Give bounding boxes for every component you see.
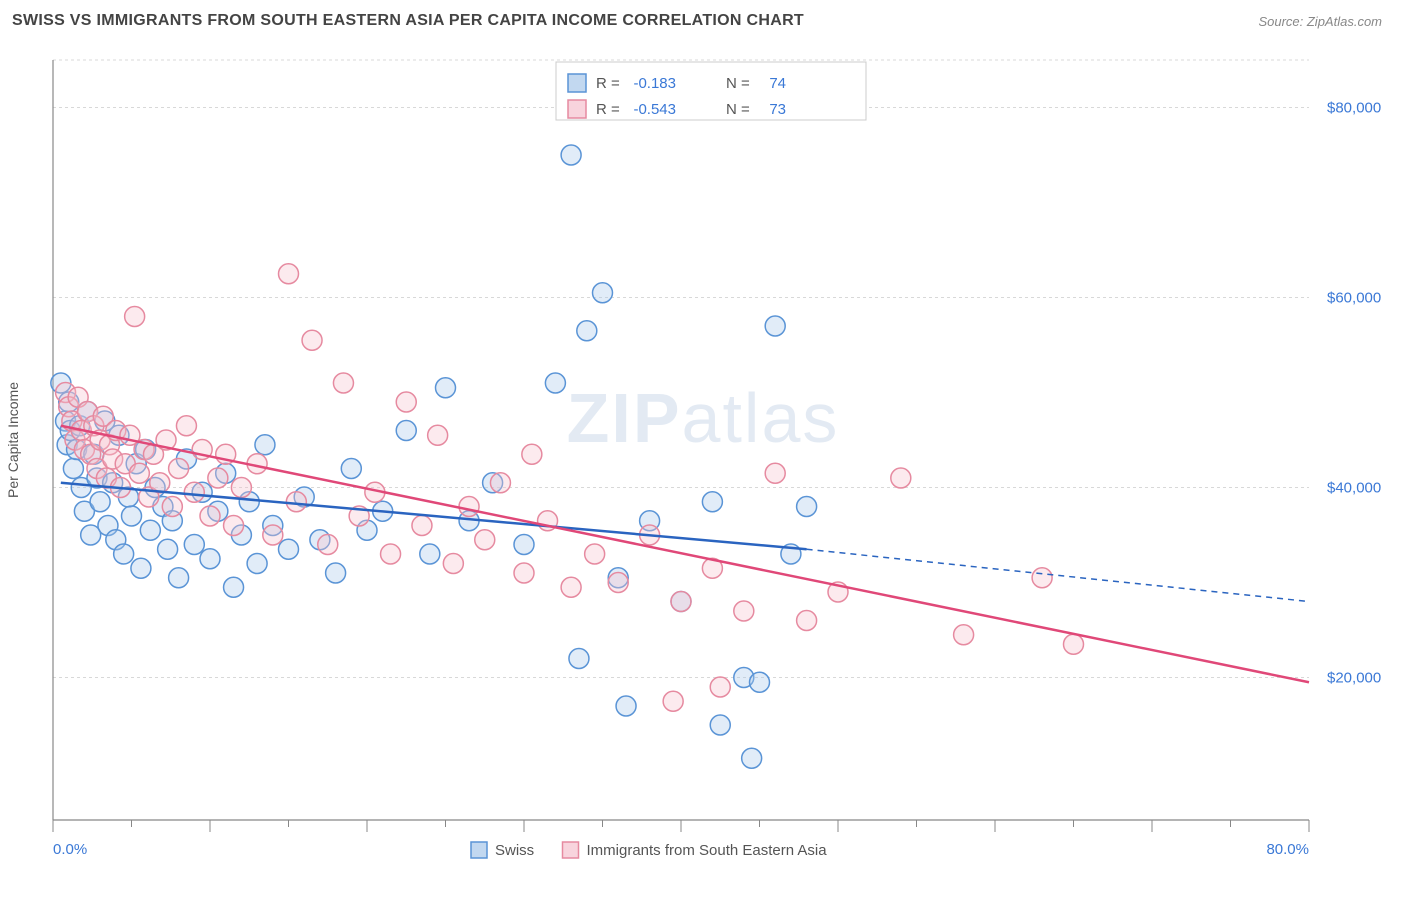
svg-text:80.0%: 80.0% [1266, 841, 1309, 858]
chart-title: SWISS VS IMMIGRANTS FROM SOUTH EASTERN A… [12, 12, 804, 30]
chart-header: SWISS VS IMMIGRANTS FROM SOUTH EASTERN A… [0, 0, 1406, 38]
svg-text:N =: N = [726, 101, 750, 118]
chart-source: Source: ZipAtlas.com [1258, 14, 1382, 29]
svg-text:R =: R = [596, 75, 620, 92]
svg-text:74: 74 [769, 75, 786, 92]
svg-text:$60,000: $60,000 [1327, 290, 1381, 307]
svg-text:R =: R = [596, 101, 620, 118]
svg-text:N =: N = [726, 75, 750, 92]
svg-text:-0.543: -0.543 [633, 101, 676, 118]
scatter-chart: $20,000 $40,000 $60,000 $80,000 0.0% 80.0% Per… [0, 46, 1406, 892]
svg-text:-0.183: -0.183 [633, 75, 676, 92]
svg-text:$40,000: $40,000 [1327, 480, 1381, 497]
svg-text:Per Capita Income: Per Capita Income [5, 382, 21, 498]
svg-text:$80,000: $80,000 [1327, 100, 1381, 117]
svg-text:0.0%: 0.0% [53, 841, 87, 858]
svg-text:$20,000: $20,000 [1327, 670, 1381, 687]
svg-text:73: 73 [769, 101, 786, 118]
chart-area: $20,000 $40,000 $60,000 $80,000 0.0% 80.0% Per… [0, 46, 1406, 892]
svg-text:Immigrants from South Eastern: Immigrants from South Eastern Asia [587, 842, 828, 859]
svg-text:Swiss: Swiss [495, 842, 534, 859]
